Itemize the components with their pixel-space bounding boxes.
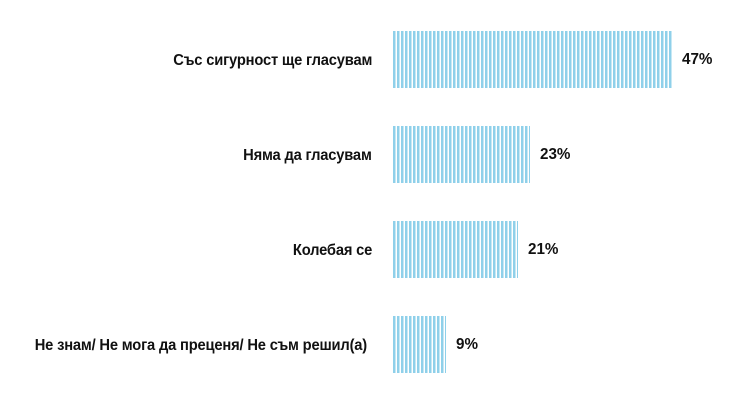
category-label: Със сигурност ще гласувам (173, 51, 372, 69)
category-label: Не знам/ Не мога да преценя/ Не съм реши… (34, 336, 368, 354)
bar (393, 31, 673, 88)
category-label: Колебая се (292, 241, 372, 259)
bar (393, 221, 518, 278)
bar (393, 126, 530, 183)
value-label: 9% (456, 336, 479, 353)
bar-row: Няма да гласувам 23% (0, 126, 740, 184)
value-label: 23% (539, 146, 571, 163)
category-label: Няма да гласувам (243, 146, 373, 164)
bar-row: Колебая се 21% (0, 221, 740, 279)
value-label: 47% (682, 51, 713, 68)
bar (393, 316, 447, 373)
bar-row: Не знам/ Не мога да преценя/ Не съм реши… (0, 316, 740, 374)
value-label: 21% (527, 241, 559, 258)
bar-row: Със сигурност ще гласувам 47% (0, 31, 740, 89)
